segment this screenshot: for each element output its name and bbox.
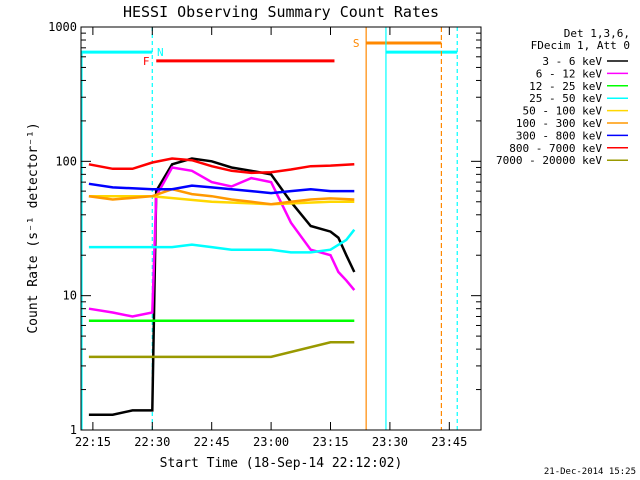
series-line-0	[88, 157, 356, 416]
footer-date: 21-Dec-2014 15:25	[544, 467, 636, 477]
x-tick-label: 23:15	[312, 435, 348, 449]
y-tick-label: 10	[63, 289, 77, 303]
legend-label: 100 - 300 keV	[516, 117, 602, 130]
flag-label-N: N	[157, 46, 164, 59]
y-tick-label: 1	[70, 423, 77, 437]
chart-title: HESSI Observing Summary Count Rates	[123, 3, 439, 21]
x-axis-label: Start Time (18-Sep-14 22:12:02)	[160, 456, 403, 471]
x-tick-label: 23:00	[253, 435, 289, 449]
axes: 22:15 22:30 22:45 23:00 23:15 23:30 23:45 1 10 10…	[48, 20, 481, 449]
y-axis-label: Count Rate (s⁻¹ detector⁻¹)	[26, 122, 41, 333]
legend-label: 12 - 25 keV	[529, 80, 602, 93]
flag-label-S: S	[353, 37, 360, 50]
legend-label: 6 - 12 keV	[536, 67, 603, 80]
legend-label: 3 - 6 keV	[542, 55, 602, 68]
x-tick-label: 22:30	[134, 435, 170, 449]
series-lines	[88, 157, 356, 416]
x-tick-label: 22:45	[194, 435, 230, 449]
y-tick-label: 1000	[48, 20, 77, 34]
series-line-3	[88, 228, 356, 254]
legend-header: Det 1,3,6,	[564, 27, 630, 40]
x-tick-label: 23:45	[431, 435, 467, 449]
legend-header: FDecim 1, Att 0	[531, 39, 630, 52]
flag-label-F: F	[143, 55, 150, 68]
legend-label: 800 - 7000 keV	[509, 142, 602, 155]
x-tick-label: 23:30	[372, 435, 408, 449]
series-line-7	[88, 157, 355, 175]
y-tick-label: 100	[55, 154, 77, 168]
series-line-1	[88, 166, 356, 318]
series-line-8	[88, 341, 355, 359]
legend-label: 7000 - 20000 keV	[496, 154, 602, 167]
x-tick-label: 22:15	[75, 435, 111, 449]
series-line-6	[88, 182, 355, 195]
legend-label: 300 - 800 keV	[516, 129, 602, 142]
legend-label: 25 - 50 keV	[529, 92, 602, 105]
legend-label: 50 - 100 keV	[523, 105, 603, 118]
observing-flags: NF S	[81, 27, 458, 430]
series-line-5	[88, 187, 355, 206]
plot-frame	[80, 26, 482, 431]
